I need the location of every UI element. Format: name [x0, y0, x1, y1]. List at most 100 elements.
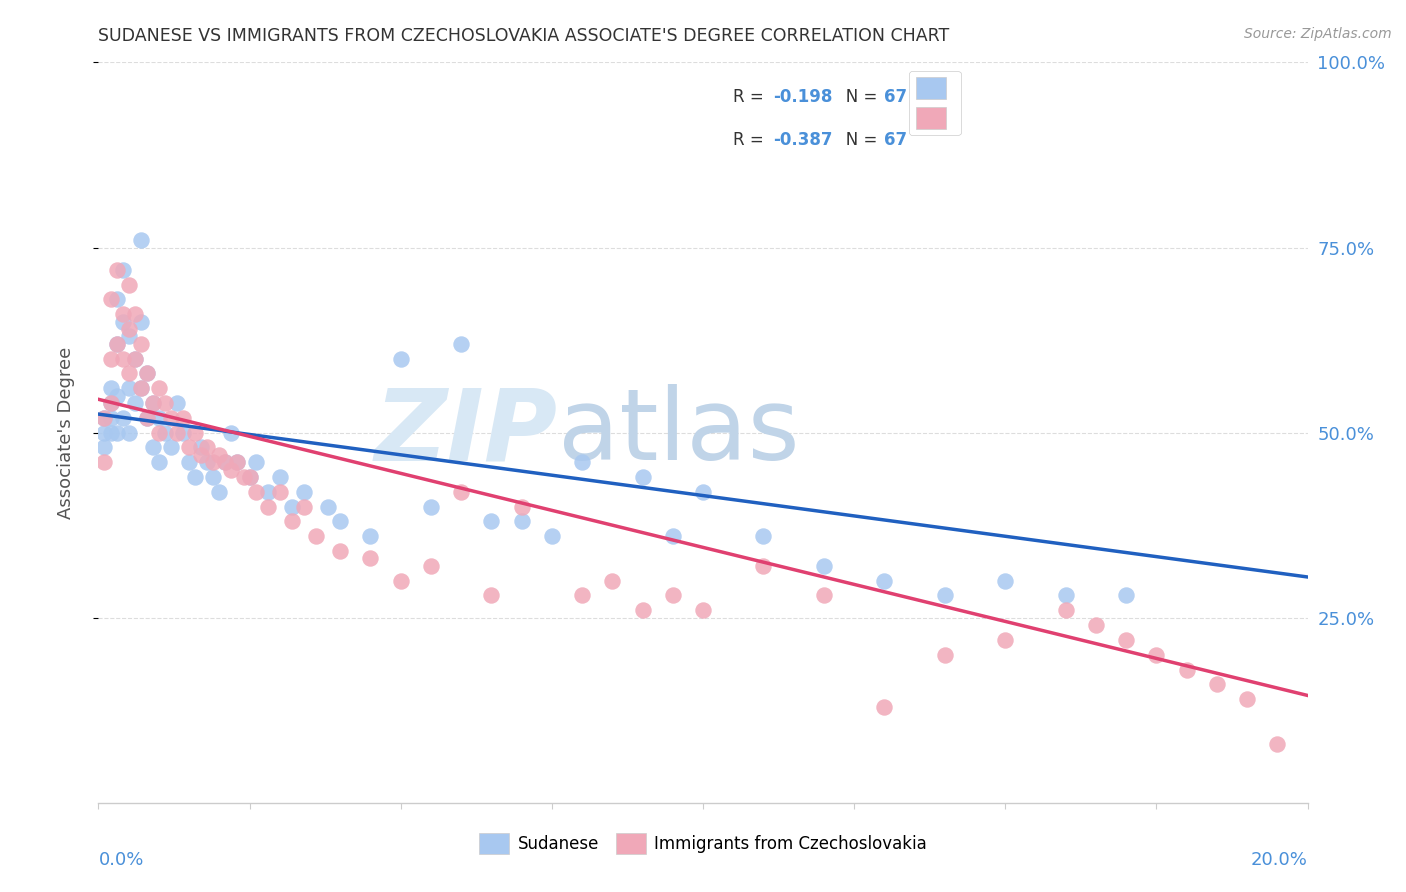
Point	[153, 396, 176, 410]
Point	[129, 381, 152, 395]
Point	[190, 441, 212, 455]
Point	[1206, 677, 1229, 691]
Point	[111, 351, 134, 366]
Point	[360, 551, 382, 566]
Point	[481, 589, 503, 603]
Point	[540, 529, 562, 543]
Point	[571, 455, 593, 469]
Point	[124, 351, 146, 366]
Point	[256, 500, 278, 514]
Point	[118, 367, 141, 381]
Point	[631, 470, 654, 484]
Point	[269, 470, 291, 484]
Point	[172, 410, 194, 425]
Point	[105, 336, 128, 351]
Point	[281, 500, 304, 514]
Point	[692, 603, 714, 617]
Text: -0.198: -0.198	[773, 88, 832, 106]
Point	[93, 410, 115, 425]
Point	[148, 455, 170, 469]
Point	[602, 574, 624, 588]
Point	[135, 367, 157, 381]
Point	[692, 484, 714, 499]
Point	[269, 484, 291, 499]
Point	[873, 699, 896, 714]
Point	[226, 455, 249, 469]
Point	[160, 410, 183, 425]
Point	[184, 470, 207, 484]
Point	[389, 574, 412, 588]
Text: 67: 67	[884, 88, 907, 106]
Point	[305, 529, 328, 543]
Text: Source: ZipAtlas.com: Source: ZipAtlas.com	[1244, 27, 1392, 41]
Text: 20.0%: 20.0%	[1251, 851, 1308, 869]
Point	[1115, 589, 1137, 603]
Point	[226, 455, 249, 469]
Point	[292, 500, 315, 514]
Point	[214, 455, 236, 469]
Point	[105, 293, 128, 307]
Point	[571, 589, 593, 603]
Point	[292, 484, 315, 499]
Point	[179, 455, 201, 469]
Point	[873, 574, 896, 588]
Point	[450, 336, 472, 351]
Point	[135, 410, 157, 425]
Point	[160, 441, 183, 455]
Point	[420, 500, 443, 514]
Text: N =: N =	[830, 131, 883, 149]
Point	[100, 410, 122, 425]
Point	[111, 262, 134, 277]
Point	[142, 441, 165, 455]
Point	[329, 515, 352, 529]
Point	[100, 396, 122, 410]
Point	[239, 470, 262, 484]
Point	[329, 544, 352, 558]
Point	[105, 425, 128, 440]
Text: 0.0%: 0.0%	[98, 851, 143, 869]
Text: N =: N =	[830, 88, 883, 106]
Point	[208, 448, 231, 462]
Point	[221, 462, 243, 476]
Point	[316, 500, 339, 514]
Point	[752, 529, 775, 543]
Point	[190, 448, 212, 462]
Point	[148, 381, 170, 395]
Point	[142, 396, 165, 410]
Point	[124, 396, 146, 410]
Point	[208, 484, 231, 499]
Point	[129, 314, 152, 328]
Point	[631, 603, 654, 617]
Point	[93, 410, 115, 425]
Point	[195, 441, 218, 455]
Point	[172, 425, 194, 440]
Point	[129, 336, 152, 351]
Point	[1054, 589, 1077, 603]
Point	[118, 425, 141, 440]
Point	[129, 233, 152, 247]
Point	[214, 455, 236, 469]
Text: SUDANESE VS IMMIGRANTS FROM CZECHOSLOVAKIA ASSOCIATE'S DEGREE CORRELATION CHART: SUDANESE VS IMMIGRANTS FROM CZECHOSLOVAK…	[98, 27, 949, 45]
Point	[184, 425, 207, 440]
Point	[195, 455, 218, 469]
Point	[148, 410, 170, 425]
Point	[1267, 737, 1289, 751]
Legend: Sudanese, Immigrants from Czechoslovakia: Sudanese, Immigrants from Czechoslovakia	[472, 826, 934, 861]
Point	[661, 589, 683, 603]
Point	[142, 396, 165, 410]
Point	[148, 425, 170, 440]
Point	[934, 589, 956, 603]
Point	[256, 484, 278, 499]
Point	[752, 558, 775, 573]
Point	[111, 314, 134, 328]
Point	[153, 425, 176, 440]
Point	[118, 329, 141, 343]
Point	[124, 351, 146, 366]
Point	[1144, 648, 1167, 662]
Point	[118, 322, 141, 336]
Point	[179, 441, 201, 455]
Point	[93, 455, 115, 469]
Point	[100, 396, 122, 410]
Point	[239, 470, 262, 484]
Point	[166, 425, 188, 440]
